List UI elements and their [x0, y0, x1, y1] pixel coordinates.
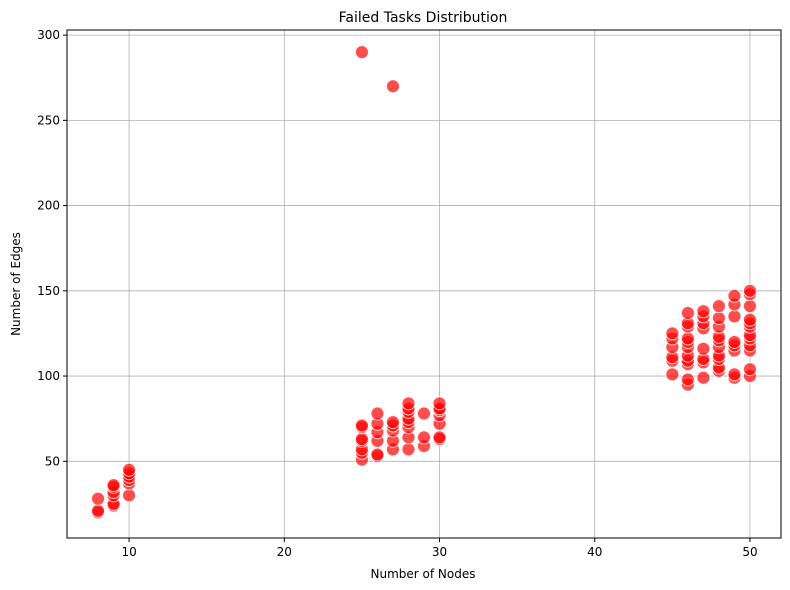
x-axis-label: Number of Nodes: [371, 567, 476, 581]
x-tick-label: 10: [121, 545, 136, 559]
scatter-point: [432, 430, 447, 445]
scatter-point: [742, 299, 757, 314]
scatter-point: [727, 367, 742, 382]
scatter-point: [711, 311, 726, 326]
scatter-point: [696, 370, 711, 385]
x-tick-label: 30: [432, 545, 447, 559]
scatter-point: [91, 491, 106, 506]
scatter-point: [122, 488, 137, 503]
plot-area-frame: [66, 29, 782, 539]
grid-lines: [67, 30, 781, 538]
scatter-point: [401, 442, 416, 457]
scatter-point: [354, 418, 369, 433]
y-axis-label: Number of Edges: [9, 232, 23, 336]
scatter-point: [742, 283, 757, 298]
scatter-point: [106, 478, 121, 493]
y-tick-label: 200: [37, 199, 60, 213]
scatter-point: [370, 406, 385, 421]
scatter-point: [385, 79, 400, 94]
y-tick-label: 100: [37, 369, 60, 383]
scatter-point: [680, 305, 695, 320]
scatter-point: [385, 415, 400, 430]
scatter-point: [680, 372, 695, 387]
scatter-point: [742, 362, 757, 377]
scatter-point: [742, 312, 757, 327]
scatter-point: [680, 331, 695, 346]
y-axis-ticks: 50 100 150 200 250 300: [37, 28, 67, 468]
scatter-point: [711, 299, 726, 314]
x-tick-label: 50: [742, 545, 757, 559]
scatter-point: [91, 503, 106, 518]
y-tick-label: 300: [37, 28, 60, 42]
data-points: [91, 45, 757, 520]
x-tick-label: 20: [277, 545, 292, 559]
scatter-point: [665, 326, 680, 341]
scatter-point: [665, 367, 680, 382]
scatter-point: [417, 406, 431, 421]
chart-title: Failed Tasks Distribution: [339, 10, 508, 26]
x-tick-label: 40: [587, 545, 602, 559]
scatter-point: [354, 45, 369, 60]
scatter-point: [727, 309, 742, 324]
scatter-point: [432, 396, 447, 411]
scatter-point: [696, 304, 711, 319]
scatter-point: [401, 396, 416, 411]
scatter-point: [354, 432, 369, 447]
scatter-point: [727, 288, 742, 303]
scatter-point: [727, 334, 742, 349]
scatter-point: [122, 462, 137, 477]
y-tick-label: 150: [37, 284, 60, 298]
scatter-point: [696, 341, 711, 356]
y-tick-label: 250: [37, 113, 60, 127]
scatter-point: [370, 447, 385, 462]
y-tick-label: 50: [45, 454, 60, 468]
x-axis-ticks: 10 20 30 40 50: [121, 538, 758, 559]
scatter-point: [417, 430, 431, 445]
